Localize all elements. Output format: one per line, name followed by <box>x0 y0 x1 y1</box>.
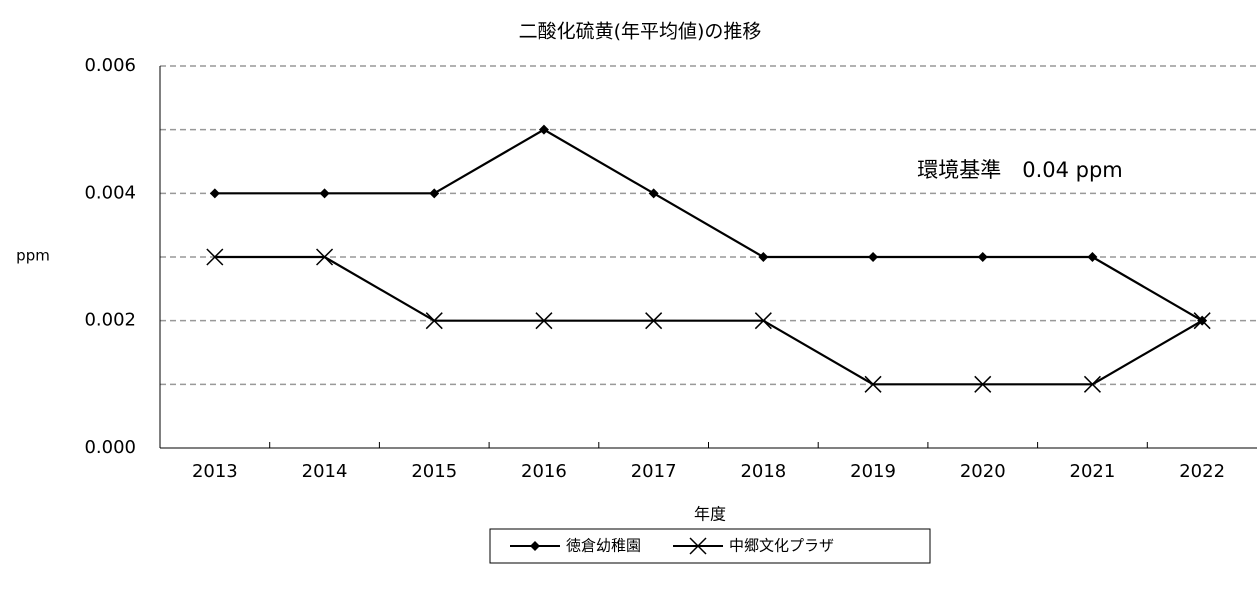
marker <box>864 375 882 393</box>
y-tick-label: 0.000 <box>84 437 136 458</box>
x-axis-label: 年度 <box>694 505 726 524</box>
x-tick-label: 2014 <box>302 461 348 482</box>
x-tick-label: 2019 <box>850 461 896 482</box>
marker <box>1087 252 1098 262</box>
legend: 徳倉幼稚園 中郷文化プラザ <box>489 528 931 564</box>
y-axis-label: ppm <box>16 247 50 265</box>
y-tick-label: 0.006 <box>84 55 136 76</box>
chart-title: 二酸化硫黄(年平均値)の推移 <box>519 21 762 43</box>
marker <box>868 252 879 262</box>
x-tick-label: 2020 <box>960 461 1006 482</box>
marker <box>425 312 443 330</box>
series-line <box>214 128 1203 322</box>
marker <box>530 541 540 551</box>
marker <box>974 375 992 393</box>
marker <box>316 248 334 266</box>
marker <box>319 188 330 199</box>
marker <box>1083 375 1101 393</box>
marker <box>977 252 988 262</box>
marker <box>645 312 663 330</box>
series-line <box>214 255 1203 386</box>
x-tick-label: 2021 <box>1070 461 1116 482</box>
x-tick-label: 2017 <box>631 461 677 482</box>
x-tick-label: 2016 <box>521 461 567 482</box>
annotation: 環境基準 0.04 ppm <box>917 158 1123 182</box>
marker <box>209 188 220 199</box>
marker <box>754 312 772 330</box>
marker <box>535 312 553 330</box>
marker <box>689 537 707 555</box>
marker <box>206 248 224 266</box>
x-tick-label: 2015 <box>411 461 457 482</box>
x-tick-label: 2022 <box>1179 461 1225 482</box>
legend-label: 徳倉幼稚園 <box>566 537 641 555</box>
y-tick-label: 0.004 <box>84 182 136 203</box>
marker <box>1193 312 1211 330</box>
marker <box>538 124 549 135</box>
y-tick-label: 0.002 <box>84 310 136 331</box>
marker <box>758 252 769 262</box>
marker <box>429 188 440 199</box>
legend-label: 中郷文化プラザ <box>729 537 834 555</box>
marker <box>648 188 659 199</box>
x-tick-label: 2013 <box>192 461 238 482</box>
x-tick-label: 2018 <box>740 461 786 482</box>
